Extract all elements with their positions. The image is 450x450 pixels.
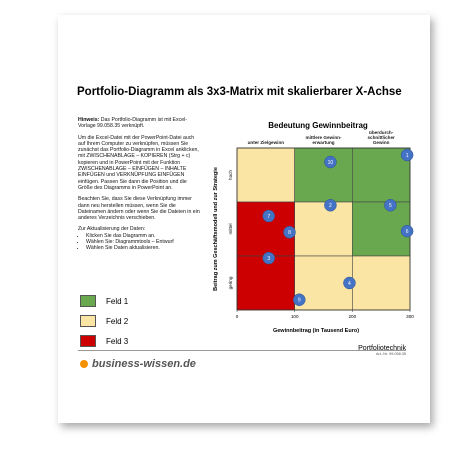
x-tick-label: 300: [406, 314, 414, 319]
footer-title: Portfoliotechnik: [358, 345, 406, 352]
bubble: [262, 251, 275, 265]
bubble-label: 6: [406, 229, 409, 235]
note-label: Hinweis:: [78, 117, 100, 123]
list-title: Zur Aktualisierung der Daten:: [78, 226, 146, 233]
row-label: hoch: [228, 170, 233, 180]
bubble-label: 7: [267, 214, 270, 220]
paragraph: Beachten Sie, dass Sie diese Verknüpfung…: [78, 196, 200, 222]
legend-swatch: [80, 315, 96, 327]
brand-dot: [80, 360, 88, 368]
matrix-cell: [352, 147, 411, 203]
x-tick-label: 200: [348, 314, 356, 319]
bubble: [384, 198, 397, 212]
row-label: gering: [228, 276, 233, 289]
legend-item: Feld 1: [80, 295, 128, 307]
x-tick-label: 100: [291, 314, 299, 319]
legend-item: Feld 2: [80, 315, 128, 327]
bubble: [324, 155, 337, 169]
note-text: Das Portfolio-Diagramm ist mit Excel-Vor…: [78, 117, 187, 130]
legend-swatch: [80, 295, 96, 307]
footer-ref: Art.-Nr. 99.058.35: [376, 352, 406, 356]
title: Portfolio-Diagramm als 3x3-Matrix mit sk…: [77, 86, 402, 98]
row-label: mittel: [228, 224, 233, 235]
x-tick-label: 0: [236, 314, 239, 319]
bubble-label: 3: [267, 256, 270, 262]
matrix-cell: [236, 147, 295, 203]
legend-label: Feld 1: [106, 296, 129, 306]
list-item: Klicken Sie das Diagramm an.: [86, 233, 200, 239]
bubble-label: 10: [328, 160, 334, 166]
bubble-label: 9: [298, 298, 301, 304]
bubble-label: 2: [329, 203, 332, 209]
legend-label: Feld 3: [106, 336, 129, 346]
bubble: [324, 198, 337, 212]
footer-rule: [78, 350, 406, 351]
bubble-label: 4: [348, 281, 351, 287]
bubble-label: 8: [288, 230, 291, 236]
list-item: Wählen Sie Daten aktualisieren.: [86, 245, 200, 251]
bubble: [343, 276, 356, 290]
note: Hinweis: Das Portfolio-Diagramm ist mit …: [78, 117, 200, 130]
bubble: [283, 225, 296, 239]
list: Klicken Sie das Diagramm an. Wählen Sie:…: [78, 233, 200, 252]
list-item: Wählen Sie: Diagrammtools – Entwurf: [86, 239, 200, 245]
bubble: [400, 224, 414, 238]
bubble-label: 1: [406, 153, 409, 159]
chart-title: Bedeutung Gewinnbeitrag: [268, 121, 368, 130]
legend-label: Feld 2: [106, 316, 129, 326]
x-axis-label: Gewinnbeitrag (in Tausend Euro): [273, 328, 359, 334]
brand: business-wissen.de: [92, 358, 196, 370]
column-header: unter Zielgewinn: [247, 140, 285, 145]
bubble: [262, 209, 275, 223]
y-axis-label: Beitrag zum Geschäftsmodell und zur Stra…: [213, 167, 219, 291]
legend-swatch: [80, 335, 96, 347]
bubble-label: 5: [389, 203, 392, 209]
column-header: überdurch- schnittlicher Gewinn: [367, 130, 395, 145]
body-text: Hinweis: Das Portfolio-Diagramm ist mit …: [78, 117, 200, 252]
matrix-cell: [294, 201, 353, 257]
bubble: [400, 148, 414, 162]
matrix-cell: [294, 147, 353, 203]
footer: Portfoliotechnik Art.-Nr. 99.058.35: [358, 345, 406, 356]
bubble: [293, 293, 306, 306]
paragraph: Um die Excel-Datei mit der PowerPoint-Da…: [78, 134, 199, 191]
legend-item: Feld 3: [80, 335, 128, 347]
matrix-cell: [236, 255, 295, 311]
matrix-cell: [352, 255, 411, 311]
brand-logo: business-wissen.de: [80, 358, 196, 370]
column-header: mittlere Gewinn- erwartung: [305, 135, 342, 145]
